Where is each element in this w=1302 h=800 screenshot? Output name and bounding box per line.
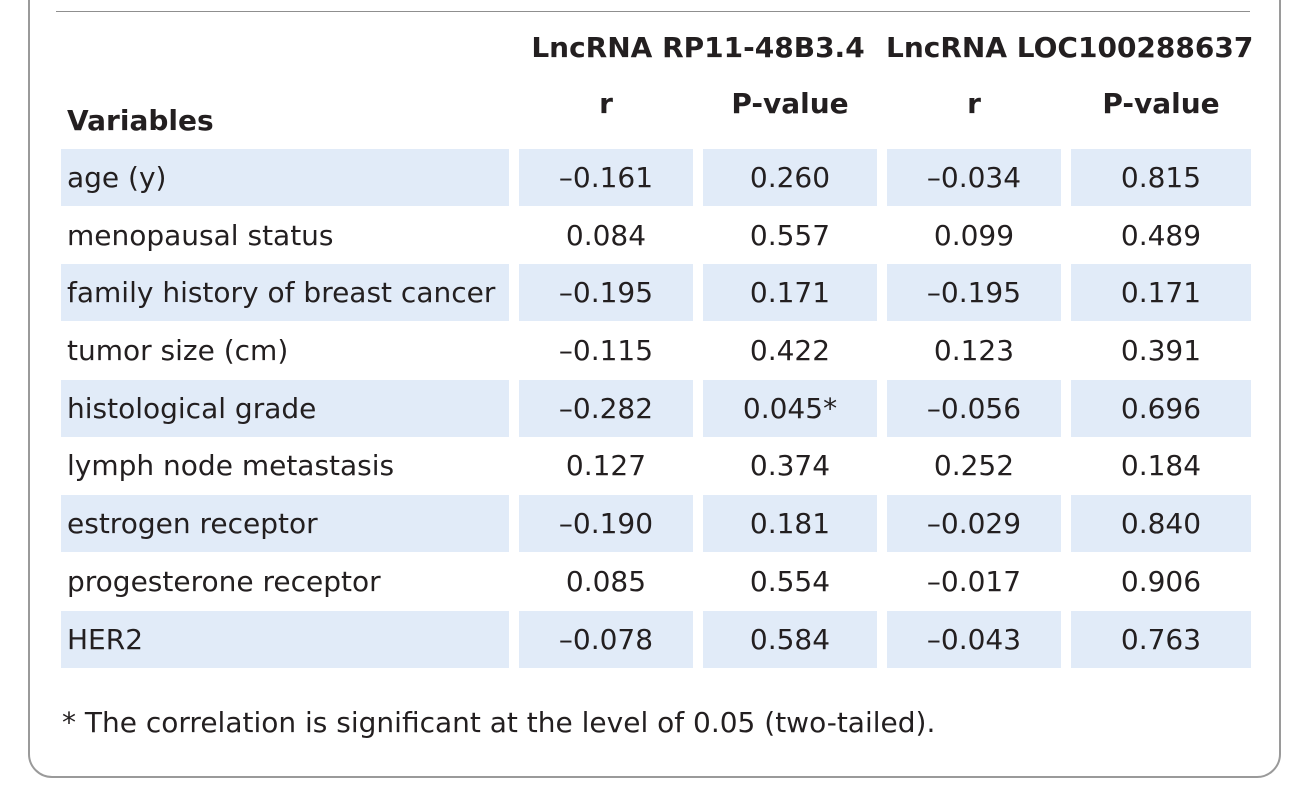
pvalue-cell: 0.763 <box>1071 610 1251 668</box>
r-cell: –0.034 <box>887 149 1061 206</box>
pvalue-cell: 0.554 <box>749 564 831 598</box>
r-cell: –0.115 <box>558 334 654 368</box>
variable-cell: HER2 <box>61 610 509 668</box>
r-cell: 0.085 <box>565 564 647 598</box>
variable-cell: age (y) <box>61 149 509 206</box>
r-cell: 0.099 <box>933 218 1015 252</box>
table-row: histological grade –0.282 0.045* –0.056 … <box>61 379 1251 438</box>
pvalue-cell: 0.840 <box>1071 495 1251 553</box>
r-cell: –0.017 <box>926 564 1022 598</box>
pvalue-cell: 0.489 <box>1120 218 1202 252</box>
table-row: menopausal status 0.084 0.557 0.099 0.48… <box>61 207 1251 265</box>
pvalue-cell: 0.422 <box>749 334 831 368</box>
table-row: lymph node metastasis 0.127 0.374 0.252 … <box>61 437 1251 495</box>
pvalue-cell: 0.906 <box>1120 564 1202 598</box>
r-cell: –0.195 <box>519 264 693 322</box>
pvalue-cell: 0.171 <box>703 264 877 322</box>
group-header-rp11: LncRNA RP11-48B3.4 <box>531 31 865 64</box>
subheader-r-rp11: r <box>599 87 613 120</box>
table-body: age (y) –0.161 0.260 –0.034 0.815 menopa… <box>61 149 1251 668</box>
pvalue-cell: 0.171 <box>1071 264 1251 322</box>
table-row: progesterone receptor 0.085 0.554 –0.017… <box>61 553 1251 611</box>
r-cell: –0.056 <box>887 379 1061 437</box>
r-cell: 0.084 <box>565 218 647 252</box>
pvalue-cell: 0.260 <box>703 149 877 206</box>
variable-cell: histological grade <box>61 379 509 437</box>
r-cell: 0.127 <box>565 449 647 483</box>
table-footnote: * The correlation is significant at the … <box>62 706 936 739</box>
subheader-pvalue-loc: P-value <box>1102 87 1220 120</box>
variable-cell: lymph node metastasis <box>67 449 395 483</box>
r-cell: –0.282 <box>519 379 693 437</box>
pvalue-cell: 0.557 <box>749 218 831 252</box>
table-row: estrogen receptor –0.190 0.181 –0.029 0.… <box>61 495 1251 553</box>
variable-cell: tumor size (cm) <box>67 334 289 368</box>
pvalue-cell: 0.696 <box>1071 379 1251 437</box>
r-cell: –0.078 <box>519 610 693 668</box>
variable-cell: progesterone receptor <box>67 564 381 598</box>
top-rule <box>56 11 1250 12</box>
table-row: age (y) –0.161 0.260 –0.034 0.815 <box>61 149 1251 207</box>
r-cell: –0.029 <box>887 495 1061 553</box>
subheader-r-loc: r <box>967 87 981 120</box>
r-cell: –0.190 <box>519 495 693 553</box>
variables-header: Variables <box>67 104 214 137</box>
table-row: HER2 –0.078 0.584 –0.043 0.763 <box>61 610 1251 669</box>
r-cell: –0.195 <box>887 264 1061 322</box>
pvalue-cell: 0.184 <box>1120 449 1202 483</box>
variable-cell: menopausal status <box>67 218 334 252</box>
pvalue-cell: 0.045* <box>703 379 877 437</box>
r-cell: –0.043 <box>887 610 1061 668</box>
pvalue-cell: 0.584 <box>703 610 877 668</box>
pvalue-cell: 0.374 <box>749 449 831 483</box>
table-row: tumor size (cm) –0.115 0.422 0.123 0.391 <box>61 322 1251 380</box>
pvalue-cell: 0.181 <box>703 495 877 553</box>
pvalue-cell: 0.815 <box>1071 149 1251 206</box>
table-row: family history of breast cancer –0.195 0… <box>61 264 1251 322</box>
r-cell: –0.161 <box>519 149 693 206</box>
r-cell: 0.252 <box>933 449 1015 483</box>
variable-cell: estrogen receptor <box>61 495 509 553</box>
subheader-pvalue-rp11: P-value <box>731 87 849 120</box>
variable-cell: family history of breast cancer <box>61 264 509 322</box>
r-cell: 0.123 <box>933 334 1015 368</box>
pvalue-cell: 0.391 <box>1120 334 1202 368</box>
group-header-loc: LncRNA LOC100288637 <box>886 31 1254 64</box>
